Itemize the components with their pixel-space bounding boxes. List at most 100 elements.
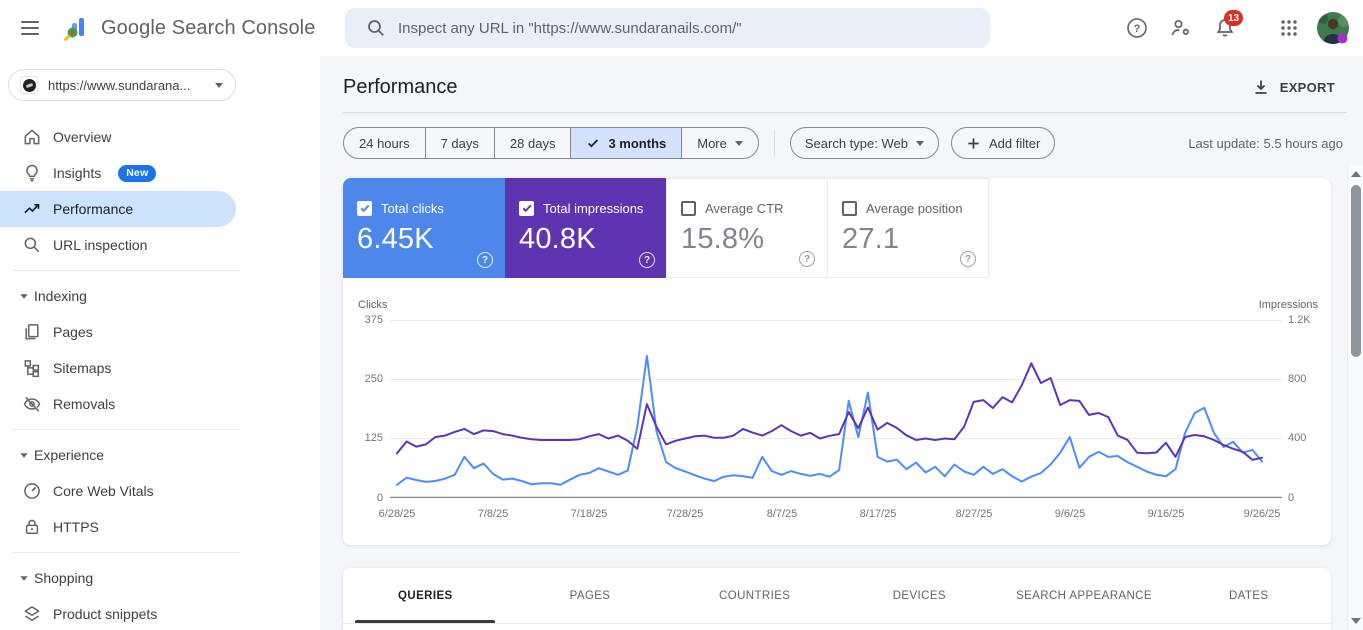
metric-total-clicks[interactable]: Total clicks 6.45K ? bbox=[343, 178, 505, 278]
tab-countries[interactable]: COUNTRIES bbox=[672, 568, 837, 623]
metric-value: 15.8% bbox=[681, 222, 765, 255]
gauge-icon bbox=[24, 483, 40, 499]
date-range-control: 24 hours 7 days 28 days 3 months More bbox=[343, 127, 759, 159]
metric-average-ctr[interactable]: Average CTR 15.8% ? bbox=[666, 178, 828, 278]
export-button[interactable]: EXPORT bbox=[1252, 78, 1335, 96]
content: Performance EXPORT 24 hours 7 days 28 da… bbox=[320, 56, 1363, 630]
tab-devices[interactable]: DEVICES bbox=[837, 568, 1002, 623]
sidebar-item-removals[interactable]: Removals bbox=[0, 386, 320, 422]
total-clicks-checkbox[interactable] bbox=[357, 200, 372, 216]
help-button[interactable]: ? bbox=[1117, 8, 1157, 48]
sidebar-section-indexing[interactable]: Indexing bbox=[0, 278, 320, 314]
search-icon bbox=[368, 20, 384, 36]
help-icon: ? bbox=[1127, 18, 1147, 38]
download-icon bbox=[1255, 80, 1267, 94]
x-axis-tick: 9/16/25 bbox=[1147, 508, 1185, 520]
url-inspection-input[interactable] bbox=[398, 19, 976, 37]
add-filter-button[interactable]: Add filter bbox=[950, 127, 1056, 159]
performance-chart-svg bbox=[390, 320, 1282, 498]
sidebar-item-core-web-vitals[interactable]: Core Web Vitals bbox=[0, 473, 320, 509]
x-axis-tick: 7/8/25 bbox=[477, 508, 509, 520]
sidebar-section-experience[interactable]: Experience bbox=[0, 437, 320, 473]
tab-search-appearance[interactable]: SEARCH APPEARANCE bbox=[1002, 568, 1167, 623]
sidebar-item-https[interactable]: HTTPS bbox=[0, 509, 320, 545]
chevron-down-icon bbox=[915, 140, 924, 146]
property-label: https://www.sundarana... bbox=[48, 77, 191, 93]
url-inspection-searchbar[interactable] bbox=[345, 8, 990, 48]
scrollbar[interactable] bbox=[1347, 165, 1363, 630]
sidebar-item-label: Pages bbox=[53, 324, 93, 340]
tab-dates[interactable]: DATES bbox=[1166, 568, 1331, 623]
filter-bar: 24 hours 7 days 28 days 3 months More Se… bbox=[343, 127, 1347, 159]
range-more[interactable]: More bbox=[681, 128, 758, 158]
metric-total-impressions[interactable]: Total impressions 40.8K ? bbox=[505, 178, 667, 278]
sidebar-item-overview[interactable]: Overview bbox=[0, 119, 320, 155]
check-icon bbox=[588, 139, 599, 148]
sidebar-section-label: Indexing bbox=[34, 288, 87, 304]
manage-users-button[interactable] bbox=[1161, 8, 1201, 48]
collapse-caret-icon bbox=[20, 452, 28, 458]
menu-button[interactable] bbox=[18, 16, 42, 40]
x-axis-tick: 6/28/25 bbox=[378, 508, 416, 520]
help-icon[interactable]: ? bbox=[799, 251, 815, 267]
notifications-button[interactable]: 13 bbox=[1205, 8, 1245, 48]
tab-pages[interactable]: PAGES bbox=[508, 568, 673, 623]
total-impressions-checkbox[interactable] bbox=[519, 200, 534, 216]
lightbulb-icon bbox=[26, 164, 38, 182]
property-selector[interactable]: https://www.sundarana... bbox=[8, 69, 236, 101]
scroll-down-arrow[interactable] bbox=[1350, 618, 1361, 624]
left-axis-tick: 375 bbox=[364, 314, 383, 326]
sidebar-divider bbox=[12, 270, 240, 271]
sitemap-tree-icon bbox=[24, 360, 39, 378]
range-24-hours[interactable]: 24 hours bbox=[344, 128, 425, 158]
metric-tiles: Total clicks 6.45K ? Total impressions 4… bbox=[343, 178, 1331, 278]
sidebar-item-label: Sitemaps bbox=[53, 360, 112, 376]
help-icon[interactable]: ? bbox=[639, 252, 655, 268]
average-ctr-checkbox[interactable] bbox=[681, 200, 696, 216]
scrollbar-thumb[interactable] bbox=[1351, 185, 1361, 357]
dimension-tabs: QUERIES PAGES COUNTRIES DEVICES SEARCH A… bbox=[343, 568, 1331, 624]
sidebar: https://www.sundarana... Overview Insigh… bbox=[0, 56, 320, 630]
scroll-up-arrow[interactable] bbox=[1350, 171, 1361, 177]
new-badge: New bbox=[118, 164, 157, 182]
apps-grid-button[interactable] bbox=[1269, 8, 1309, 48]
trending-up-icon bbox=[24, 204, 40, 214]
help-icon[interactable]: ? bbox=[477, 252, 493, 268]
sidebar-item-performance[interactable]: Performance bbox=[0, 191, 236, 227]
range-7-days[interactable]: 7 days bbox=[424, 128, 494, 158]
sidebar-section-shopping[interactable]: Shopping bbox=[0, 560, 320, 596]
help-icon[interactable]: ? bbox=[960, 251, 976, 267]
property-favicon bbox=[20, 76, 38, 94]
check-icon bbox=[522, 204, 531, 213]
search-type-filter[interactable]: Search type: Web bbox=[789, 127, 939, 159]
sidebar-item-label: HTTPS bbox=[53, 519, 99, 535]
sidebar-item-insights[interactable]: Insights New bbox=[0, 155, 320, 191]
search-console-logo-icon bbox=[64, 17, 84, 41]
account-avatar[interactable] bbox=[1313, 8, 1353, 48]
x-axis-tick: 8/27/25 bbox=[955, 508, 993, 520]
x-axis-tick: 9/6/25 bbox=[1054, 508, 1086, 520]
sidebar-item-product-snippets[interactable]: Product snippets bbox=[0, 596, 320, 630]
header-divider bbox=[343, 112, 1347, 113]
metric-average-position[interactable]: Average position 27.1 ? bbox=[827, 178, 989, 278]
app-title: Google Search Console bbox=[101, 16, 316, 39]
metric-value: 27.1 bbox=[842, 222, 900, 255]
x-axis-tick: 7/18/25 bbox=[570, 508, 608, 520]
sidebar-item-label: Product snippets bbox=[53, 606, 158, 622]
pages-icon bbox=[25, 324, 39, 340]
tab-queries[interactable]: QUERIES bbox=[343, 568, 508, 623]
dimension-tabs-card: QUERIES PAGES COUNTRIES DEVICES SEARCH A… bbox=[343, 568, 1331, 630]
range-28-days[interactable]: 28 days bbox=[493, 128, 571, 158]
chart-plot[interactable] bbox=[390, 320, 1282, 498]
sidebar-item-url-inspection[interactable]: URL inspection bbox=[0, 227, 320, 263]
lock-icon bbox=[25, 519, 39, 534]
range-3-months[interactable]: 3 months bbox=[570, 128, 682, 158]
average-position-checkbox[interactable] bbox=[842, 200, 857, 216]
left-axis-tick: 0 bbox=[376, 492, 383, 504]
left-axis-tick: 125 bbox=[364, 432, 383, 444]
check-icon bbox=[360, 204, 369, 213]
sidebar-item-pages[interactable]: Pages bbox=[0, 314, 320, 350]
last-update: Last update: 5.5 hours ago bbox=[1188, 135, 1343, 151]
sidebar-item-sitemaps[interactable]: Sitemaps bbox=[0, 350, 320, 386]
sidebar-item-label: Removals bbox=[53, 396, 116, 412]
